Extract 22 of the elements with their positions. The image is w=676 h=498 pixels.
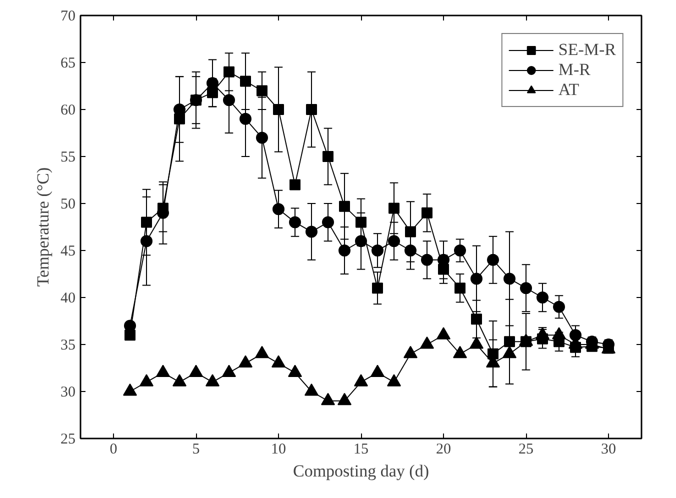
y-tick-label: 60 [60, 102, 76, 118]
y-tick-label: 35 [60, 338, 76, 354]
x-tick-label: 20 [436, 442, 451, 458]
y-tick-label: 25 [60, 432, 76, 448]
x-axis-title: Composting day (d) [293, 462, 430, 480]
legend-label: M-R [558, 60, 590, 80]
y-axis-title: Temperature (°C) [34, 167, 52, 287]
x-tick-label: 5 [192, 442, 200, 458]
y-tick-label: 40 [60, 290, 76, 306]
y-tick-label: 30 [60, 384, 76, 400]
y-tick-label: 55 [60, 150, 76, 166]
y-tick-label: 65 [60, 56, 76, 72]
y-tick-label: 50 [60, 196, 76, 212]
legend-label: AT [558, 80, 580, 100]
x-tick-label: 10 [271, 442, 286, 458]
x-tick-label: 25 [518, 442, 534, 458]
x-tick-label: 15 [354, 442, 368, 458]
y-tick-label: 70 [60, 8, 76, 24]
x-tick-label: 0 [110, 442, 118, 458]
y-tick-label: 45 [60, 244, 76, 260]
x-tick-label: 30 [601, 442, 616, 458]
legend-label: SE-M-R [558, 40, 616, 60]
